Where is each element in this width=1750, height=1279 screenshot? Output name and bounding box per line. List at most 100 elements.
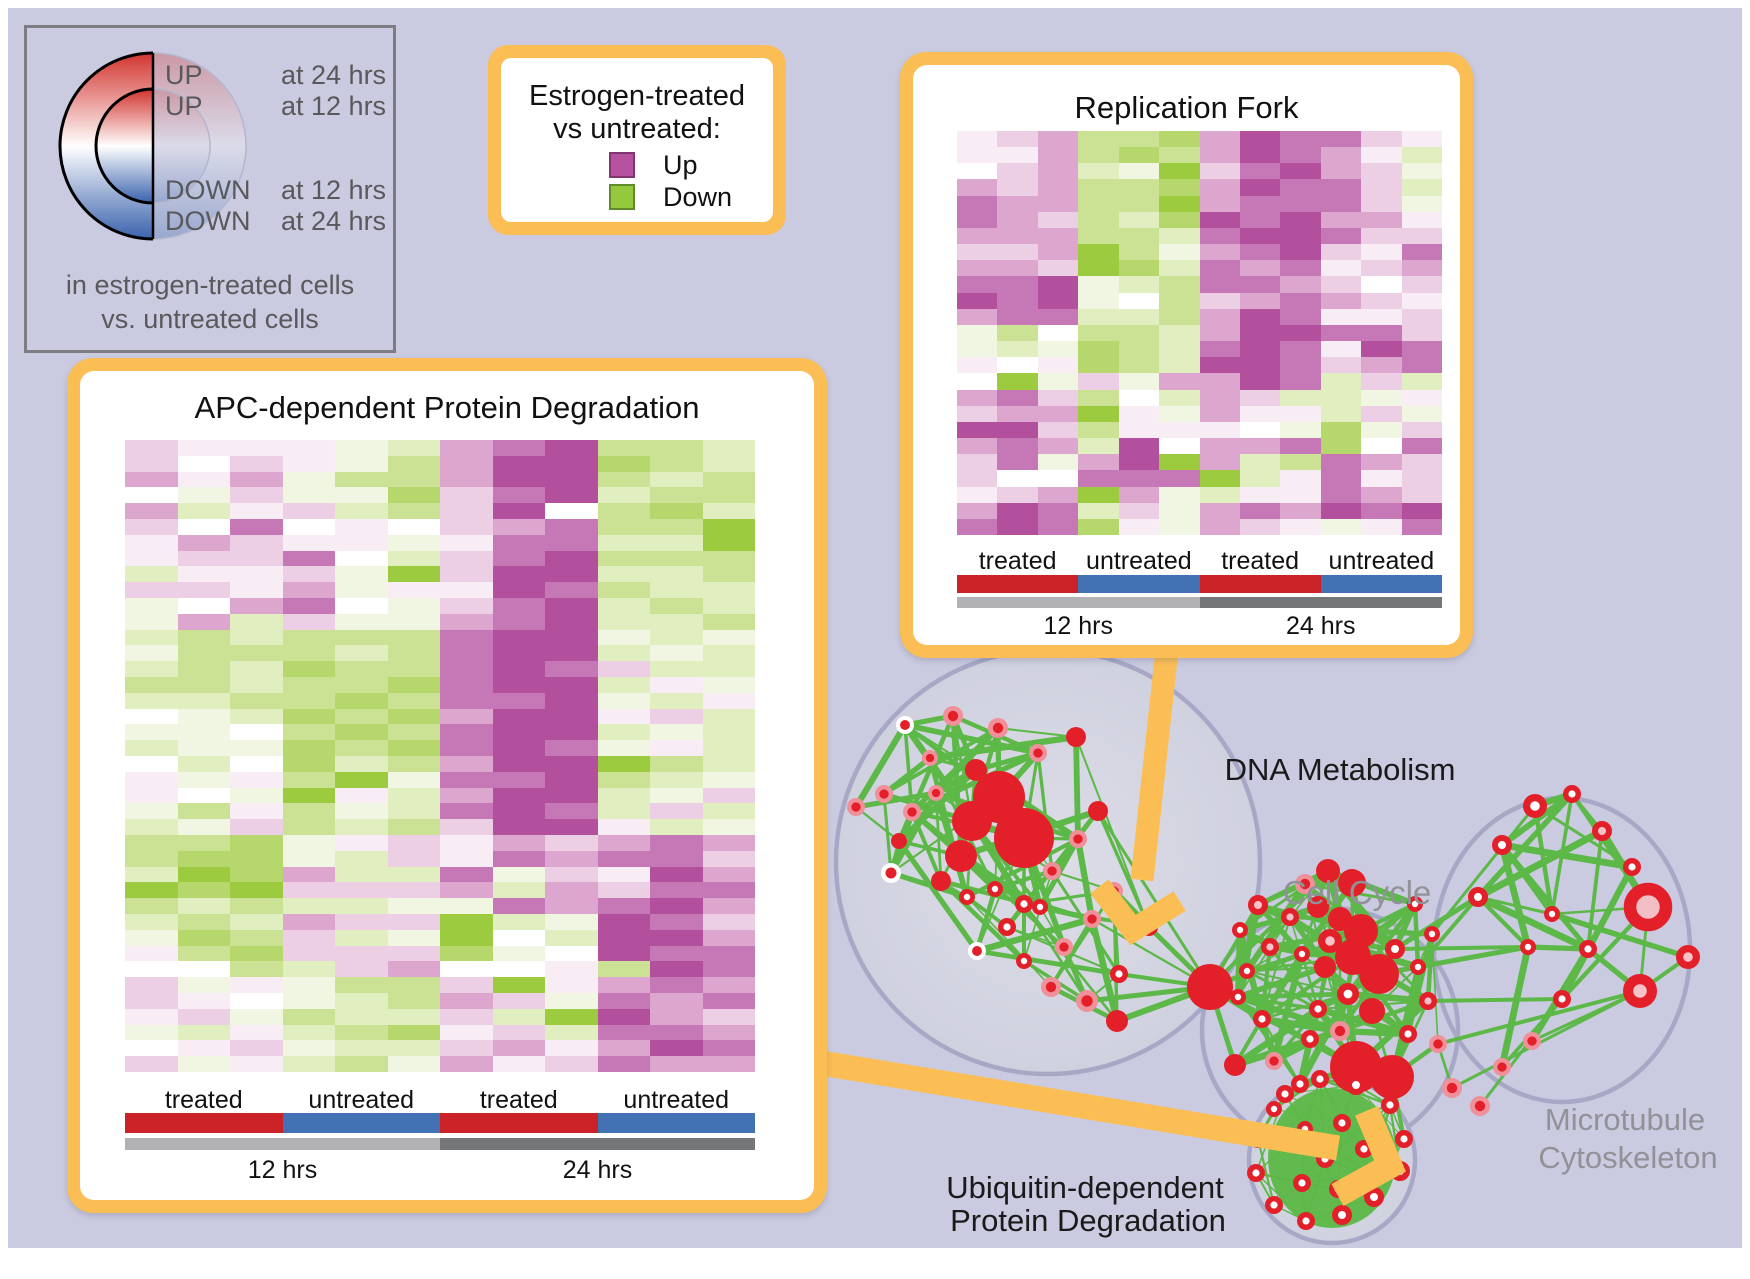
heatmap-cell: [997, 421, 1038, 439]
heatmap-cell: [1401, 308, 1442, 325]
heatmap-cell: [597, 993, 650, 1009]
heatmap-cell: [492, 787, 545, 804]
heatmap-cell: [282, 1024, 335, 1041]
apc-panel-title: APC-dependent Protein Degradation: [194, 390, 700, 425]
heatmap-cell: [1118, 260, 1160, 277]
heatmap-cell: [702, 534, 755, 551]
network-edge: [1299, 881, 1355, 956]
heatmap-cell: [702, 866, 755, 883]
heatmap-cell: [597, 677, 650, 693]
gene-node-core: [1433, 1039, 1443, 1049]
heatmap-cell: [1037, 195, 1079, 212]
heatmap-cell: [492, 993, 545, 1009]
heatmap-cell: [997, 260, 1038, 277]
heatmap-cell: [1159, 260, 1200, 277]
heatmap-cell: [335, 692, 388, 709]
heatmap-cell: [1199, 470, 1240, 487]
heatmap-cell: [1078, 211, 1119, 228]
gene-node-solid: [1316, 859, 1340, 883]
network-bridge-edge: [1430, 805, 1537, 935]
heatmap-cell: [387, 519, 440, 535]
heatmap-cell: [282, 866, 335, 883]
heatmap-cell: [1199, 324, 1240, 342]
apc-sample-bars: [125, 1113, 755, 1133]
heatmap-cell: [282, 898, 335, 914]
heatmap-cell: [702, 487, 755, 504]
replication-fork-to-dna-arrow-head: [1090, 879, 1186, 946]
heatmap-cell: [1320, 421, 1362, 439]
heatmap-cell: [1118, 518, 1160, 535]
heatmap-cell: [230, 692, 283, 709]
heatmap-cell: [282, 471, 335, 488]
heatmap-cell: [387, 1008, 440, 1025]
heatmap-cell: [1320, 195, 1362, 212]
heatmap-cell: [597, 503, 650, 519]
heatmap-cell: [545, 961, 598, 978]
heatmap-cell: [650, 961, 703, 978]
gene-node-ring: [1418, 992, 1437, 1011]
gene-node-ring: [1394, 1129, 1413, 1148]
heatmap-cell: [650, 819, 703, 835]
network-edge: [939, 879, 1026, 963]
heatmap-cell: [125, 519, 178, 535]
heatmap-cell: [997, 244, 1038, 261]
heatmap-cell: [1361, 486, 1402, 503]
heatmap-cell: [125, 724, 178, 741]
heatmap-cell: [440, 866, 493, 883]
heatmap-cell: [177, 1040, 230, 1057]
gene-node-ring: [1280, 908, 1299, 927]
network-bridge-edge: [1427, 997, 1563, 1003]
heatmap-cell: [125, 550, 178, 567]
network-edge: [896, 839, 980, 953]
time-bar-24hrs: [440, 1138, 755, 1150]
heatmap-cell: [957, 131, 998, 148]
heatmap-cell: [1159, 421, 1200, 439]
heatmap-cell: [492, 977, 545, 993]
heatmap-cell: [1239, 438, 1281, 455]
heatmap-cell: [230, 440, 283, 456]
heatmap-cell: [230, 503, 283, 519]
heatmap-cell: [1118, 163, 1160, 180]
heatmap-cell: [335, 961, 388, 978]
legend-caption-line1: in estrogen-treated cells: [65, 270, 355, 300]
heatmap-cell: [702, 1008, 755, 1025]
heatmap-cell: [125, 1024, 178, 1041]
heatmap-cell: [957, 518, 998, 535]
heatmap-cell: [650, 756, 703, 772]
network-edge: [1300, 953, 1320, 1010]
heatmap-cell: [1078, 195, 1119, 212]
heatmap-cell: [387, 993, 440, 1009]
heatmap-cell: [282, 819, 335, 835]
heatmap-cell: [1320, 518, 1362, 535]
heatmap-cell: [177, 708, 230, 725]
heatmap-cell: [1280, 324, 1321, 342]
heatmap-cell: [492, 550, 545, 567]
heatmap-cell: [125, 487, 178, 504]
heatmap-cell: [1118, 470, 1160, 487]
heatmap-cell: [492, 661, 545, 677]
heatmap-cell: [1361, 341, 1402, 358]
heatmap-cell: [597, 708, 650, 725]
heatmap-cell: [1118, 147, 1160, 164]
gene-node-core: [1474, 1100, 1486, 1112]
heatmap-cell: [387, 882, 440, 899]
network-edge: [1270, 953, 1306, 1062]
heatmap-cell: [282, 993, 335, 1009]
heatmap-cell: [702, 471, 755, 488]
heatmap-cell: [1320, 341, 1362, 358]
gene-node-ring: [1317, 928, 1342, 953]
gene-node-ring: [1292, 1173, 1311, 1192]
rf-group-treated-24: treated: [1221, 547, 1300, 575]
gene-node-ring: [1578, 940, 1597, 959]
heatmap-cell: [282, 645, 335, 662]
heatmap-cell: [440, 787, 493, 804]
network-edge: [1532, 805, 1555, 915]
down-label: Down: [663, 182, 733, 212]
network-edge: [994, 868, 1053, 892]
network-edge: [910, 726, 1000, 814]
heatmap-cell: [1401, 389, 1442, 406]
gene-node-solid: [891, 833, 907, 849]
heatmap-cell: [1239, 260, 1281, 277]
heatmap-cell: [177, 440, 230, 456]
gene-node-core: [931, 788, 941, 798]
